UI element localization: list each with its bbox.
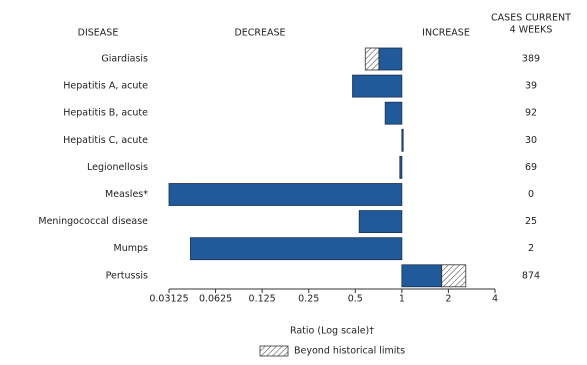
cases-value: 39 bbox=[525, 81, 537, 92]
category-label: Hepatitis A, acute bbox=[63, 81, 148, 92]
x-tick-label: 0.03125 bbox=[149, 294, 188, 305]
x-tick-label: 4 bbox=[492, 294, 498, 305]
bar bbox=[401, 264, 443, 288]
category-label: Hepatitis B, acute bbox=[63, 108, 148, 119]
cases-value: 2 bbox=[528, 243, 534, 254]
category-label: Measles* bbox=[105, 189, 148, 200]
cases-value: 874 bbox=[522, 270, 540, 281]
cases-header: 4 WEEKS bbox=[510, 25, 553, 36]
bar bbox=[378, 47, 403, 71]
cases-value: 69 bbox=[525, 162, 537, 173]
bar bbox=[352, 74, 403, 98]
x-tick-label: 0.125 bbox=[249, 294, 276, 305]
cases-value: 389 bbox=[522, 54, 540, 65]
x-tick-label: 1 bbox=[399, 294, 405, 305]
category-label: Legionellosis bbox=[87, 162, 148, 173]
bar bbox=[358, 210, 403, 234]
cases-header: CASES CURRENT bbox=[491, 13, 571, 24]
category-label: Pertussis bbox=[106, 270, 148, 281]
bar bbox=[190, 237, 403, 261]
legend-label: Beyond historical limits bbox=[294, 346, 405, 357]
bar-beyond-limits bbox=[364, 47, 380, 71]
bar bbox=[384, 101, 403, 125]
cases-value: 0 bbox=[528, 189, 534, 200]
x-tick-label: 0.0625 bbox=[199, 294, 232, 305]
bar bbox=[399, 155, 403, 179]
increase-header: INCREASE bbox=[422, 28, 470, 39]
cases-value: 25 bbox=[525, 216, 537, 227]
bar bbox=[401, 128, 404, 152]
x-axis-label: Ratio (Log scale)† bbox=[290, 326, 374, 337]
bar bbox=[168, 183, 403, 206]
category-label: Meningococcal disease bbox=[38, 216, 148, 227]
x-tick-label: 0.5 bbox=[348, 294, 363, 305]
cases-value: 92 bbox=[525, 108, 537, 119]
bar-beyond-limits bbox=[441, 264, 467, 288]
disease-header: DISEASE bbox=[78, 28, 119, 39]
cases-value: 30 bbox=[525, 135, 537, 146]
category-label: Hepatitis C, acute bbox=[63, 135, 148, 146]
x-tick-label: 2 bbox=[445, 294, 451, 305]
decrease-header: DECREASE bbox=[234, 28, 285, 39]
legend-swatch bbox=[259, 345, 289, 357]
category-label: Giardiasis bbox=[101, 54, 148, 65]
x-tick-label: 0.25 bbox=[298, 294, 319, 305]
category-label: Mumps bbox=[114, 243, 149, 254]
